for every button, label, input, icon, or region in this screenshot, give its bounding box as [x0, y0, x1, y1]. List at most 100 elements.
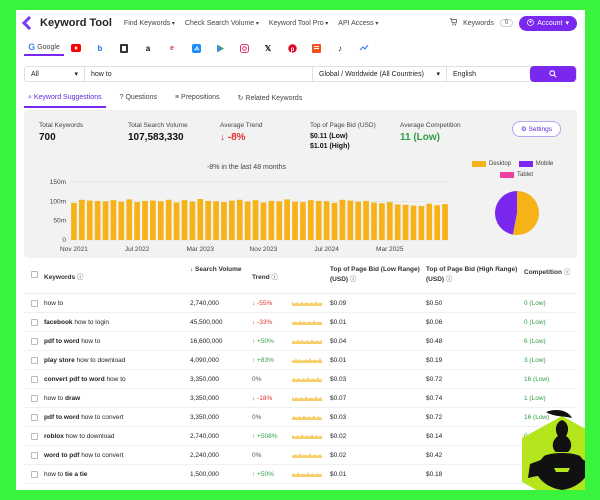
header-keywords[interactable]: Keywords ⓘ: [44, 266, 190, 281]
chart-bar[interactable]: [394, 204, 401, 240]
chart-bar[interactable]: [410, 205, 417, 240]
chart-bar[interactable]: [347, 200, 354, 240]
header-trend[interactable]: Trend ⓘ: [252, 266, 292, 281]
chart-bar[interactable]: [150, 200, 156, 240]
chart-bar[interactable]: [379, 203, 385, 240]
instagram-icon[interactable]: [232, 40, 256, 56]
select-all-checkbox[interactable]: [30, 271, 38, 278]
appstore-store-icon[interactable]: [112, 40, 136, 56]
search-input[interactable]: how to: [85, 67, 313, 81]
header-competition[interactable]: Competition ⓘ: [524, 266, 577, 276]
chart-bar[interactable]: [292, 201, 298, 240]
table-row[interactable]: play store how to download 4,090,000 ↑ +83…: [24, 351, 577, 370]
row-checkbox[interactable]: [30, 489, 38, 490]
settings-button[interactable]: ⚙ Settings: [511, 121, 561, 137]
youtube-icon[interactable]: [64, 40, 88, 56]
tiktok-icon[interactable]: ♪: [338, 43, 342, 53]
chart-bar[interactable]: [323, 201, 330, 240]
chart-bar[interactable]: [418, 205, 425, 240]
chart-bar[interactable]: [284, 199, 290, 240]
tab-keyword-suggestions[interactable]: ⌕ Keyword Suggestions: [24, 92, 106, 108]
chart-bar[interactable]: [173, 202, 180, 240]
chart-bar[interactable]: [157, 201, 164, 240]
row-checkbox[interactable]: [30, 394, 38, 402]
chart-bar[interactable]: [442, 204, 448, 240]
playstore-icon[interactable]: [208, 40, 232, 56]
chart-bar[interactable]: [221, 202, 227, 240]
nav-find-keywords[interactable]: Find Keywords: [124, 20, 175, 27]
chart-bar[interactable]: [363, 200, 369, 240]
row-checkbox[interactable]: [30, 318, 38, 326]
keywords-link[interactable]: Keywords: [463, 19, 494, 27]
table-row[interactable]: word to pdf how to convert 2,240,000 0% $0.…: [24, 446, 577, 465]
chart-bar[interactable]: [300, 202, 306, 240]
chart-bar[interactable]: [260, 202, 267, 240]
pie-slice-desktop[interactable]: [512, 191, 539, 235]
pinterest-icon[interactable]: p: [280, 40, 304, 56]
row-checkbox[interactable]: [30, 299, 38, 307]
filter-select[interactable]: All ▾: [25, 67, 85, 81]
table-row[interactable]: pdf to word how to convert 3,350,000 0% $0.…: [24, 408, 577, 427]
pie-slice-mobile[interactable]: [494, 191, 517, 235]
account-button[interactable]: Account ▾: [519, 15, 577, 31]
chart-bar[interactable]: [86, 200, 93, 240]
cart-icon[interactable]: [449, 18, 458, 28]
chart-bar[interactable]: [339, 199, 346, 240]
chart-bar[interactable]: [315, 200, 322, 240]
chart-bar[interactable]: [244, 201, 251, 240]
chart-bar[interactable]: [181, 200, 188, 240]
table-row[interactable]: how to tie a tie 1,500,000 ↑ +50% $0.01 $0.1…: [24, 465, 577, 484]
tab-prepositions[interactable]: ≡ Prepositions: [171, 92, 224, 108]
chart-bar[interactable]: [276, 201, 283, 240]
chart-bar[interactable]: [165, 199, 172, 240]
ebay-icon[interactable]: e: [170, 44, 174, 52]
language-select[interactable]: English ▾: [447, 67, 539, 81]
row-checkbox[interactable]: [30, 375, 38, 383]
chart-bar[interactable]: [252, 200, 259, 240]
amazon-icon[interactable]: a: [145, 43, 151, 53]
chart-bar[interactable]: [386, 202, 393, 240]
chart-bar[interactable]: [236, 199, 243, 240]
chart-bar[interactable]: [71, 202, 77, 240]
table-row[interactable]: how to draw 3,350,000 ↓ -18% $0.07 $0.74 1 (L…: [24, 389, 577, 408]
row-checkbox[interactable]: [30, 451, 38, 459]
platform-google[interactable]: G Google: [24, 40, 64, 56]
chart-bar[interactable]: [197, 199, 204, 240]
search-button[interactable]: [530, 66, 576, 82]
chart-bar[interactable]: [229, 200, 235, 240]
row-checkbox[interactable]: [30, 470, 38, 478]
chart-bar[interactable]: [331, 202, 338, 240]
chart-bar[interactable]: [79, 199, 85, 240]
nav-api-access[interactable]: API Access: [338, 20, 378, 27]
chart-bar[interactable]: [434, 205, 440, 240]
header-search-volume[interactable]: ↓ Search Volume: [190, 266, 242, 273]
chart-bar[interactable]: [134, 202, 140, 240]
chart-bar[interactable]: [94, 200, 101, 240]
appstore-icon[interactable]: [184, 40, 208, 56]
table-row[interactable]: how to 2,740,000 ↓ -55% $0.09 $0.50 0 (Low): [24, 294, 577, 313]
news-icon[interactable]: [304, 40, 328, 56]
chart-bar[interactable]: [371, 202, 377, 240]
chart-bar[interactable]: [142, 200, 148, 240]
table-row[interactable]: convert pdf to word how to 3,350,000 0% $0.…: [24, 370, 577, 389]
trends-icon[interactable]: [352, 40, 376, 56]
chart-bar[interactable]: [268, 200, 275, 240]
bing-icon[interactable]: b: [97, 43, 103, 53]
chart-bar[interactable]: [355, 201, 362, 240]
chart-bar[interactable]: [110, 200, 117, 240]
logo[interactable]: Keyword Tool: [21, 15, 112, 31]
chart-bar[interactable]: [402, 204, 409, 240]
table-row[interactable]: pdf to word how to 16,600,000 ↑ +50% $0.04 $…: [24, 332, 577, 351]
nav-keyword-tool-pro[interactable]: Keyword Tool Pro: [269, 20, 328, 27]
header-bid-high[interactable]: Top of Page Bid (High Range) (USD) ⓘ: [426, 266, 524, 283]
row-checkbox[interactable]: [30, 356, 38, 364]
x-icon[interactable]: 𝕏: [264, 43, 272, 53]
chart-bar[interactable]: [426, 203, 433, 240]
table-row[interactable]: roblox how to download 2,740,000 ↑ +508% $0…: [24, 427, 577, 446]
chart-bar[interactable]: [102, 201, 109, 240]
location-select[interactable]: Global / Worldwide (All Countries) ▾: [313, 67, 447, 81]
tab-related-keywords[interactable]: ↻ Related Keywords: [234, 92, 307, 108]
row-checkbox[interactable]: [30, 337, 38, 345]
header-bid-low[interactable]: Top of Page Bid (Low Range) (USD) ⓘ: [330, 266, 426, 283]
chart-bar[interactable]: [126, 199, 133, 240]
